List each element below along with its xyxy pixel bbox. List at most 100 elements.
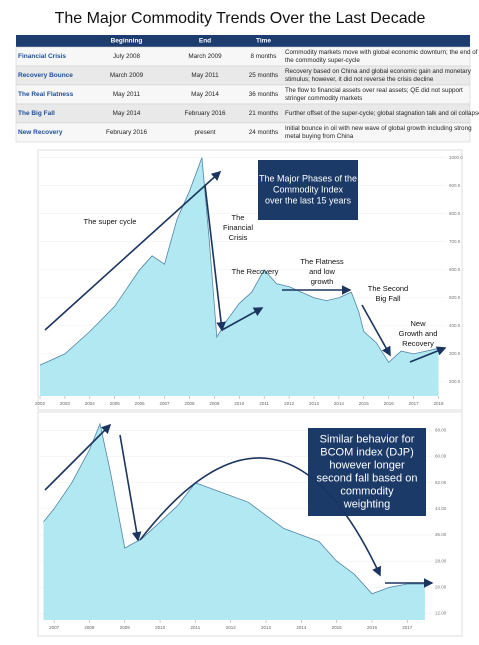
y-tick-label: 600.0: [449, 267, 461, 272]
annotation: The Flatness: [300, 257, 344, 266]
info-box-text: second fall based on: [317, 472, 418, 484]
annotation: The: [232, 213, 245, 222]
row-description: stimulus; however, it did not reverse th…: [285, 76, 434, 83]
table-cell: present: [194, 129, 215, 136]
x-tick-label: 2011: [259, 401, 269, 406]
y-tick-label: 28.00: [435, 558, 447, 563]
y-tick-label: 900.0: [449, 183, 461, 188]
x-tick-label: 2009: [209, 401, 220, 406]
table-cell: May 2011: [191, 72, 219, 79]
table-header: Beginning: [111, 38, 143, 45]
x-tick-label: 2016: [384, 401, 395, 406]
x-tick-label: 2007: [160, 401, 171, 406]
table-cell: May 2011: [113, 91, 141, 98]
info-box-text: Similar behavior for: [320, 433, 415, 445]
x-tick-label: 2015: [332, 625, 343, 630]
row-name: New Recovery: [18, 129, 63, 136]
table-cell: May 2014: [113, 110, 141, 117]
arrow: [204, 184, 226, 332]
area-line: [39, 157, 439, 366]
info-box-text: commodity: [340, 485, 394, 497]
x-tick-label: 2013: [309, 401, 320, 406]
x-tick-label: 2015: [359, 401, 370, 406]
row-description: Recovery based on China and global econo…: [285, 68, 472, 75]
table-cell: March 2009: [110, 72, 144, 79]
y-tick-label: 68.00: [435, 428, 447, 433]
row-name: The Big Fall: [18, 110, 55, 117]
annotation: Growth and: [399, 329, 438, 338]
x-tick-label: 2017: [409, 401, 420, 406]
table-cell: 25 months: [249, 72, 278, 79]
x-tick-label: 2017: [402, 625, 413, 630]
table-cell: July 2008: [113, 53, 140, 60]
y-tick-label: 800.0: [449, 211, 461, 216]
y-tick-label: 500.0: [449, 295, 461, 300]
x-tick-label: 2011: [191, 625, 201, 630]
arrow: [361, 304, 391, 357]
arrow: [409, 346, 447, 363]
y-tick-label: 36.00: [435, 532, 447, 537]
table-cell: 8 months: [251, 53, 277, 60]
table-cell: 24 months: [249, 129, 278, 136]
arrow: [119, 434, 142, 542]
table-cell: 36 months: [249, 91, 278, 98]
y-tick-label: 20.00: [435, 584, 447, 589]
x-tick-label: 2010: [155, 625, 166, 630]
table-row-bg: [15, 122, 471, 143]
x-tick-label: 2005: [110, 401, 121, 406]
x-tick-label: 2007: [49, 625, 60, 630]
area: [40, 157, 439, 396]
y-tick-label: 200.0: [449, 379, 461, 384]
table-header-bg: [16, 35, 470, 47]
y-tick-label: 12.00: [435, 611, 447, 616]
row-description: The flow to financial assets over real a…: [285, 87, 463, 94]
x-tick-label: 2014: [334, 401, 345, 406]
row-name: The Real Flatness: [18, 91, 74, 98]
x-tick-label: 2004: [85, 401, 96, 406]
table-header: End: [199, 38, 211, 45]
info-box-text: Commodity Index: [273, 184, 344, 194]
y-tick-label: 44.00: [435, 506, 447, 511]
row-description: Commodity markets move with global econo…: [285, 49, 478, 56]
arrow: [221, 307, 264, 331]
y-tick-label: 300.0: [449, 351, 461, 356]
table-cell: February 2016: [106, 129, 147, 136]
row-name: Financial Crisis: [18, 53, 66, 60]
annotation: Recovery: [402, 339, 434, 348]
x-tick-label: 2003: [60, 401, 71, 406]
table-cell: 21 months: [249, 110, 278, 117]
x-tick-label: 2018: [434, 401, 445, 406]
table-cell: March 2009: [188, 53, 222, 60]
annotation: The super cycle: [84, 217, 137, 226]
x-tick-label: 2008: [184, 401, 195, 406]
row-description: Initial bounce in oil with new wave of g…: [285, 125, 472, 132]
x-tick-label: 2012: [284, 401, 295, 406]
annotation: Financial: [223, 223, 253, 232]
x-tick-label: 2002: [35, 401, 46, 406]
info-box-text: The Major Phases of the: [259, 173, 357, 183]
arrow: [44, 423, 112, 491]
row-description: metal buying from China: [285, 133, 354, 140]
info-box-text: weighting: [343, 498, 390, 510]
arrow: [44, 170, 222, 331]
x-tick-label: 2006: [135, 401, 146, 406]
table-cell: May 2014: [191, 91, 219, 98]
info-box-text: BCOM index (DJP): [320, 446, 414, 458]
info-box-text: over the last 15 years: [265, 195, 352, 205]
row-description: stringer commodity markets: [285, 95, 362, 102]
info-box-text: however longer: [329, 459, 405, 471]
y-tick-label: 60.00: [435, 454, 447, 459]
annotation: Crisis: [229, 233, 248, 242]
x-tick-label: 2014: [296, 625, 307, 630]
x-tick-label: 2016: [367, 625, 378, 630]
table-cell: February 2016: [185, 110, 226, 117]
area-line: [43, 422, 425, 595]
annotation: growth: [311, 277, 334, 286]
y-tick-label: 700.0: [449, 239, 461, 244]
info-box: [258, 160, 358, 220]
row-description: the commodity super-cycle: [285, 57, 360, 64]
annotation: Big Fall: [375, 294, 400, 303]
x-tick-label: 2012: [226, 625, 237, 630]
row-description: Further offset of the super-cycle; globa…: [285, 110, 479, 117]
